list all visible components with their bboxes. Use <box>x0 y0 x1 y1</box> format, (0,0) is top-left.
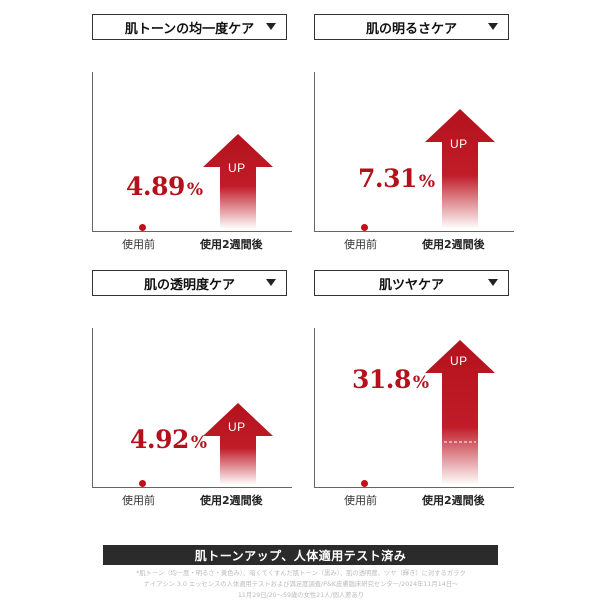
up-label: UP <box>228 161 246 175</box>
after-label: 使用2週間後 <box>200 494 263 507</box>
increase-value: 7.31% <box>358 164 435 193</box>
up-label: UP <box>228 420 246 434</box>
up-arrow <box>425 109 495 229</box>
chart-axes <box>92 328 292 488</box>
after-label: 使用2週間後 <box>422 494 485 507</box>
dropdown-label: 肌の透明度ケア <box>143 277 235 293</box>
footnote: *肌トーン（均一度・明るさ・黄色み）、暗くてくすんだ肌トーン（黒み）、肌の透明度… <box>95 568 507 601</box>
after-label: 使用2週間後 <box>422 238 485 251</box>
footnote-line: ナイアシン 3.0 エッセンスの人体適用テストおよび満足度調査/P&K皮膚臨床研… <box>143 581 459 588</box>
footnote-line: *肌トーン（均一度・明るさ・黄色み）、暗くてくすんだ肌トーン（黒み）、肌の透明度… <box>136 570 466 577</box>
chevron-down-icon <box>488 23 498 30</box>
before-label: 使用前 <box>344 494 377 507</box>
chart-axes <box>314 72 514 232</box>
before-label: 使用前 <box>122 494 155 507</box>
dropdown-brightness[interactable]: 肌の明るさケア <box>314 14 509 40</box>
chevron-down-icon <box>488 279 498 286</box>
dropdown-glow[interactable]: 肌ツヤケア <box>314 270 509 296</box>
up-arrow <box>203 134 273 229</box>
chart-axes <box>314 328 514 488</box>
chevron-down-icon <box>266 23 276 30</box>
dropdown-transparency[interactable]: 肌の透明度ケア <box>92 270 287 296</box>
panel-glow: 肌ツヤケア 31.8% UP 使用前 使用2週間後 <box>314 270 584 507</box>
before-dot <box>139 480 146 487</box>
increase-value: 31.8% <box>352 365 429 394</box>
before-label: 使用前 <box>122 238 155 251</box>
test-banner: 肌トーンアップ、人体適用テスト済み <box>103 545 498 565</box>
up-arrow <box>203 403 273 485</box>
footnote-line: 11月29日/20～59歳の女性21人/個人差あり <box>237 592 365 599</box>
panel-transparency: 肌の透明度ケア 4.92% UP 使用前 使用2週間後 <box>92 270 362 507</box>
before-dot <box>139 224 146 231</box>
up-label: UP <box>450 354 468 368</box>
dropdown-label: 肌の明るさケア <box>365 21 457 37</box>
up-arrow <box>425 340 495 485</box>
up-label: UP <box>450 137 468 151</box>
increase-value: 4.92% <box>130 425 207 454</box>
panel-tone-evenness: 肌トーンの均一度ケア 4.89% UP 使用前 使用2週間後 <box>92 14 362 251</box>
before-label: 使用前 <box>344 238 377 251</box>
increase-value: 4.89% <box>126 172 203 201</box>
before-dot <box>361 224 368 231</box>
dropdown-label: 肌トーンの均一度ケア <box>124 21 255 37</box>
chart-axes <box>92 72 292 232</box>
dropdown-tone-evenness[interactable]: 肌トーンの均一度ケア <box>92 14 287 40</box>
after-label: 使用2週間後 <box>200 238 263 251</box>
dropdown-label: 肌ツヤケア <box>378 277 444 293</box>
chevron-down-icon <box>266 279 276 286</box>
panel-brightness: 肌の明るさケア 7.31% UP 使用前 使用2週間後 <box>314 14 584 251</box>
banner-text: 肌トーンアップ、人体適用テスト済み <box>194 548 407 563</box>
before-dot <box>361 480 368 487</box>
